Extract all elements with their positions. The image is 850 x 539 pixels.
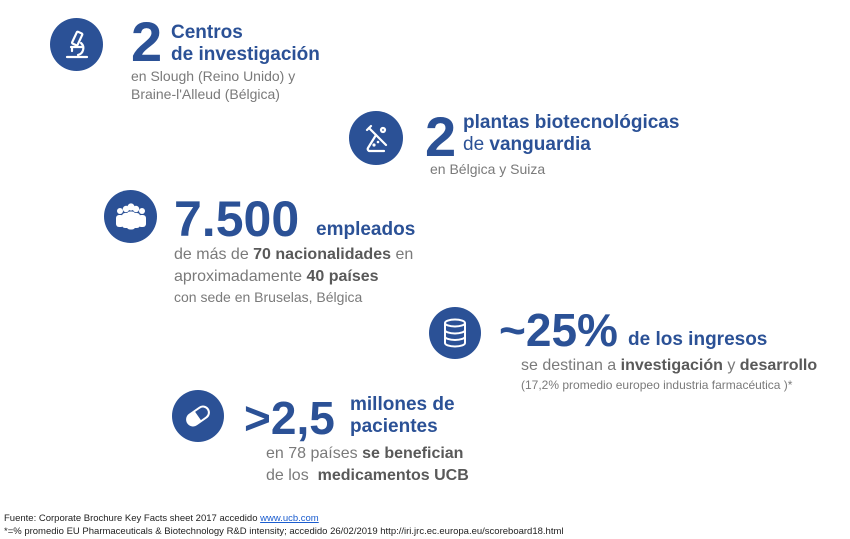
footer-note: *=% promedio EU Pharmaceuticals & Biotec… <box>4 526 564 537</box>
revenue-sub-line1: se destinan a investigación y desarrollo <box>521 357 818 374</box>
research-number: 2 <box>131 10 163 73</box>
employees-sub-line3: con sede en Bruselas, Bélgica <box>174 289 363 306</box>
plants-label-line1: plantas biotecnológicas <box>463 112 680 133</box>
footer-source: Fuente: Corporate Brochure Key Facts she… <box>4 513 319 524</box>
ucb-medicines-keyword: medicamentos UCB <box>317 467 469 485</box>
revenue-number: ~25% <box>499 304 618 356</box>
patients-label-line1: millones de <box>350 394 455 415</box>
research-label-line1: Centros <box>171 22 243 43</box>
plants-label-line2-prefix: de <box>463 133 490 155</box>
research-icon-circle <box>50 18 103 71</box>
microscope-icon <box>61 29 93 61</box>
footer-source-text: Fuente: Corporate Brochure Key Facts she… <box>4 513 261 524</box>
patients-icon-circle <box>172 390 224 442</box>
development-keyword: desarrollo <box>739 357 818 374</box>
countries-count: 40 países <box>306 268 379 286</box>
benefit-keyword: se benefician <box>362 445 464 462</box>
employees-sub: de más de 70 nacionalidades en aproximad… <box>174 244 413 307</box>
plants-number: 2 <box>425 105 457 168</box>
research-sub: en Slough (Reino Unido) y Braine-l'Alleu… <box>131 68 295 103</box>
employees-sub-line2: aproximadamente 40 países <box>174 268 379 286</box>
plants-label-line2: de vanguardia <box>463 134 679 156</box>
patients-label-line2: pacientes <box>350 415 438 437</box>
employees-number: 7.500 <box>174 191 300 247</box>
revenue-sub: se destinan a investigación y desarrollo… <box>521 356 817 393</box>
ucb-website-link[interactable]: www.ucb.com <box>260 513 319 524</box>
research-label: Centros de investigación <box>171 22 320 66</box>
patients-number: >2,5 <box>244 392 335 444</box>
database-icon <box>442 318 468 348</box>
revenue-icon-circle <box>429 307 481 359</box>
research-sub-line2: Braine-l'Alleud (Bélgica) <box>131 85 280 102</box>
patients-sub: en 78 países se benefician de los medica… <box>266 443 469 487</box>
pill-icon <box>181 399 215 433</box>
flask-icon <box>360 122 392 154</box>
patients-sub-line1: en 78 países se benefician <box>266 445 464 462</box>
research-label-line2: de investigación <box>171 43 320 65</box>
plants-sub: en Bélgica y Suiza <box>430 161 546 177</box>
employees-label: empleados <box>316 219 416 240</box>
patients-label: millones de pacientes <box>350 394 455 438</box>
revenue-label: de los ingresos <box>628 329 768 350</box>
employees-sub-line1: de más de 70 nacionalidades en <box>174 246 414 263</box>
patients-sub-line2: de los medicamentos UCB <box>266 467 469 485</box>
research-keyword: investigación <box>620 357 723 374</box>
plants-label: plantas biotecnológicas de vanguardia <box>463 112 679 156</box>
employees-icon-circle <box>104 190 157 243</box>
nationalities-count: 70 nacionalidades <box>253 246 391 263</box>
plants-label-line2-bold: vanguardia <box>489 133 591 155</box>
people-group-icon <box>113 202 149 231</box>
research-sub-line1: en Slough (Reino Unido) y <box>131 68 296 84</box>
revenue-sub-line2: (17,2% promedio europeo industria farmac… <box>521 378 793 392</box>
plants-icon-circle <box>349 111 403 165</box>
